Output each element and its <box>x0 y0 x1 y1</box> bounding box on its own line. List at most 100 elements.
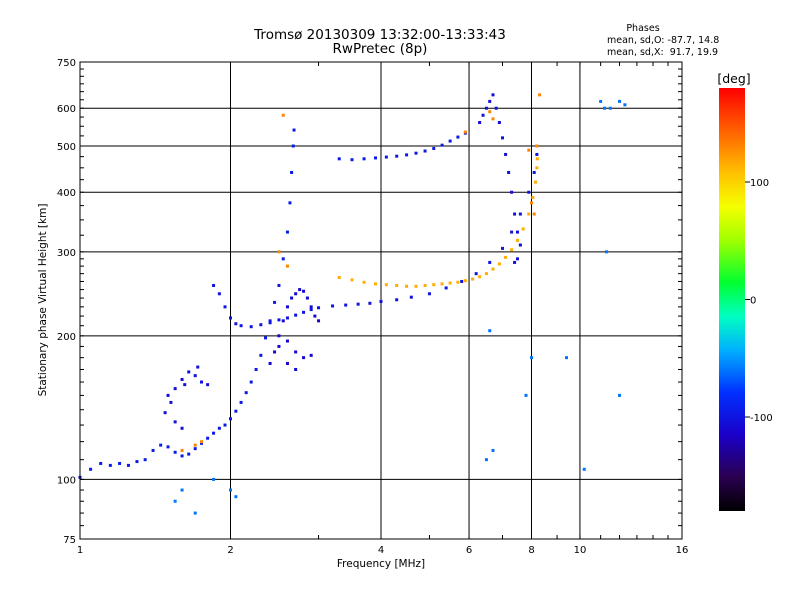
data-point <box>268 361 272 365</box>
data-point <box>599 99 603 103</box>
data-point <box>362 280 366 284</box>
data-point <box>187 452 191 456</box>
data-point <box>488 260 492 264</box>
data-point <box>521 227 525 231</box>
data-point <box>159 443 163 447</box>
data-point <box>491 93 495 97</box>
data-point <box>535 144 539 148</box>
data-point <box>463 130 467 134</box>
data-point <box>173 450 177 454</box>
data-point <box>350 278 354 282</box>
data-point <box>193 447 197 451</box>
data-point <box>478 275 482 279</box>
data-point <box>409 295 413 299</box>
data-point <box>273 350 277 354</box>
data-point <box>254 367 258 371</box>
data-point <box>510 190 514 194</box>
data-point <box>507 170 511 174</box>
x-tick-label: 8 <box>528 545 534 556</box>
data-point <box>362 157 366 161</box>
data-point <box>414 151 418 155</box>
data-point <box>518 212 522 216</box>
data-point <box>291 144 295 148</box>
data-point <box>200 441 204 445</box>
colorbar-ticks: 100 0 -100 <box>745 178 773 424</box>
data-point <box>497 121 501 125</box>
data-point <box>288 201 292 205</box>
data-point <box>484 272 488 276</box>
data-point <box>497 262 501 266</box>
data-point <box>423 149 427 153</box>
data-point <box>423 283 427 287</box>
data-point <box>118 461 122 465</box>
data-point <box>535 166 539 170</box>
colorbar-tick-label: 0 <box>750 296 756 307</box>
data-point <box>494 106 498 110</box>
data-point <box>460 279 464 283</box>
data-point <box>206 436 210 440</box>
data-point <box>414 284 418 288</box>
y-tick-label: 300 <box>57 248 76 259</box>
y-tick-label: 100 <box>57 475 76 486</box>
data-point <box>239 400 243 404</box>
data-point <box>166 393 170 397</box>
data-point <box>618 393 622 397</box>
data-point <box>488 110 492 114</box>
data-point <box>395 154 399 158</box>
data-point <box>305 296 309 300</box>
axis-ticks: 1 2 4 6 8 10 16 75 100 200 300 400 500 600 750 <box>57 58 688 556</box>
data-point <box>277 283 281 287</box>
data-point <box>277 334 281 338</box>
data-point <box>350 158 354 162</box>
colorbar-tick-label: -100 <box>750 413 773 424</box>
data-point <box>89 467 93 471</box>
data-point <box>285 339 289 343</box>
x-tick-label: 4 <box>378 545 384 556</box>
data-point <box>244 391 248 395</box>
data-point <box>356 302 360 306</box>
data-point <box>229 417 232 421</box>
data-point <box>504 152 508 156</box>
data-point <box>281 319 285 323</box>
x-tick-label: 1 <box>77 545 83 556</box>
data-point <box>478 121 482 125</box>
data-point <box>135 460 139 464</box>
data-point <box>294 292 298 296</box>
data-point <box>491 117 495 121</box>
data-point <box>474 272 478 276</box>
grid-lines <box>80 62 682 539</box>
data-point <box>180 377 184 381</box>
chart-subtitle: RwPretec (8p) <box>333 41 428 57</box>
data-point <box>488 329 492 333</box>
data-point <box>180 488 184 492</box>
data-point <box>294 313 298 317</box>
data-point <box>126 463 130 467</box>
x-tick-label: 6 <box>466 545 472 556</box>
data-point <box>374 156 378 160</box>
data-point <box>193 374 197 378</box>
data-point <box>285 230 289 234</box>
data-point <box>531 195 535 199</box>
data-point <box>163 411 167 415</box>
data-point <box>432 283 436 287</box>
y-tick-label: 200 <box>57 332 76 343</box>
x-tick-label: 2 <box>227 545 233 556</box>
x-tick-label: 10 <box>574 545 587 556</box>
data-point <box>223 305 227 309</box>
data-point <box>223 423 227 427</box>
data-point <box>337 276 341 280</box>
data-point <box>384 283 388 287</box>
data-point <box>249 325 253 329</box>
data-point <box>537 93 541 97</box>
data-point <box>249 380 253 384</box>
data-point <box>166 445 170 449</box>
data-point <box>527 148 531 152</box>
data-point <box>337 157 341 161</box>
data-point <box>432 146 436 150</box>
data-point <box>532 170 536 174</box>
x-axis-label: Frequency [MHz] <box>337 558 425 570</box>
data-point <box>518 243 522 247</box>
stats-header: Phases <box>626 23 659 34</box>
data-point <box>513 260 517 264</box>
